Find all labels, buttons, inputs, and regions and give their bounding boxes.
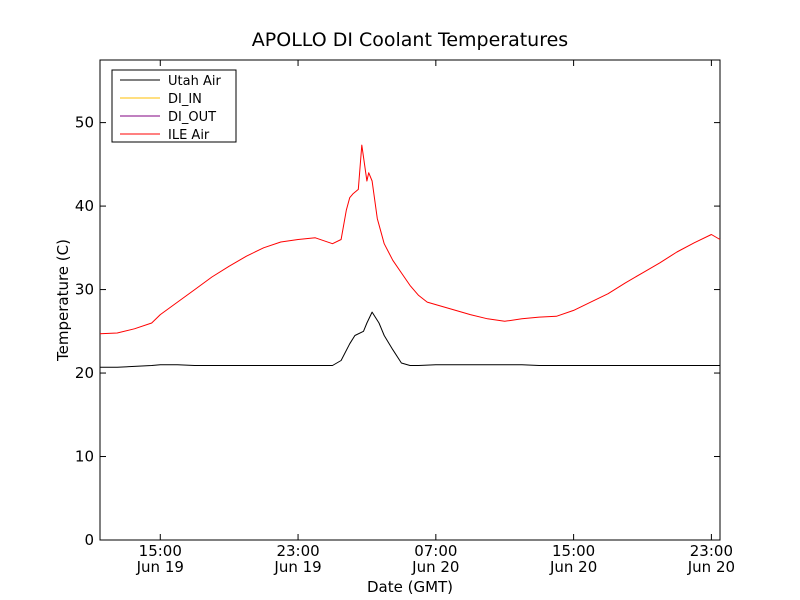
legend: Utah Air DI_IN DI_OUT ILE Air [111, 69, 237, 143]
y-tick-label: 20 [75, 364, 94, 382]
y-axis-label: Temperature (C) [54, 239, 72, 362]
legend-label: Utah Air [168, 74, 221, 89]
y-tick-label: 40 [75, 197, 94, 215]
series-layer [99, 144, 721, 368]
legend-label: ILE Air [168, 128, 210, 143]
y-tick-label: 50 [75, 114, 94, 132]
x-tick-date-label: Jun 20 [549, 558, 597, 576]
x-tick-time-label: 23:00 [276, 542, 319, 560]
x-tick-time-label: 15:00 [139, 542, 182, 560]
x-tick-time-label: 23:00 [690, 542, 733, 560]
x-tick-date-label: Jun 20 [687, 558, 735, 576]
x-axis-label: Date (GMT) [367, 578, 453, 596]
x-tick-time-label: 15:00 [552, 542, 595, 560]
series-line-ile-air [99, 144, 721, 335]
y-tick-label: 10 [75, 448, 94, 466]
x-tick-date-label: Jun 19 [136, 558, 184, 576]
y-tick-label: 0 [84, 531, 94, 549]
y-tick-label: 30 [75, 281, 94, 299]
x-tick-date-label: Jun 20 [411, 558, 459, 576]
legend-box [111, 69, 237, 143]
series-line-utah-air [100, 311, 720, 368]
x-tick-time-label: 07:00 [414, 542, 457, 560]
legend-label: DI_IN [168, 92, 202, 107]
x-tick-date-label: Jun 19 [273, 558, 321, 576]
chart-title: APOLLO DI Coolant Temperatures [252, 29, 568, 51]
legend-label: DI_OUT [168, 110, 216, 125]
